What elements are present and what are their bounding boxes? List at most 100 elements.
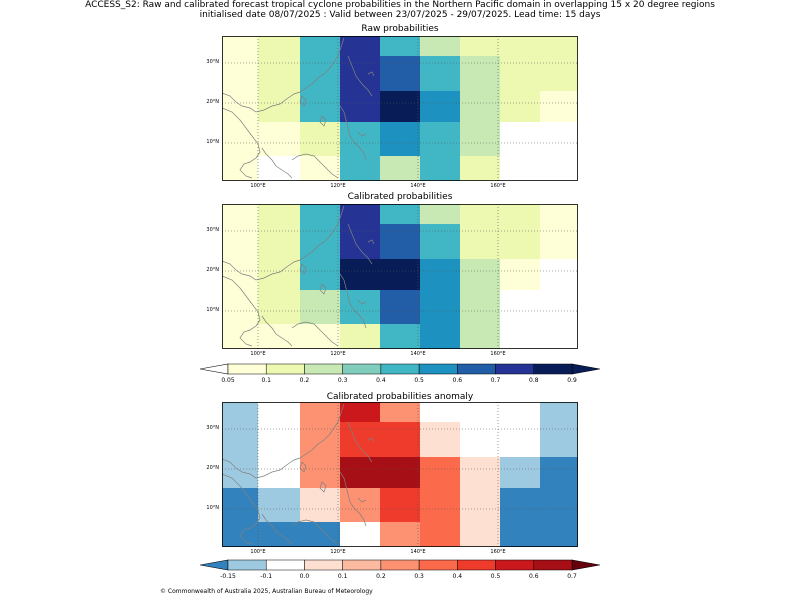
grid-cell: [540, 522, 578, 547]
grid-cell: [540, 224, 578, 259]
grid-cell: [300, 290, 340, 324]
grid-cell: [222, 259, 258, 290]
colorbar-tick-label: 0.4: [453, 573, 463, 580]
lat-tick-label: 10°N: [206, 139, 219, 145]
chart-title: ACCESS_S2: Raw and calibrated forecast t…: [85, 0, 715, 10]
grid-cell: [420, 422, 460, 457]
grid-cell: [300, 522, 340, 547]
lat-tick-label: 20°N: [206, 267, 219, 273]
grid-cell: [420, 290, 460, 324]
grid-cell: [540, 91, 578, 122]
grid-cell: [258, 224, 300, 259]
grid-cell: [380, 402, 420, 422]
grid-cell: [222, 56, 258, 91]
colorbar-swatch: [533, 559, 573, 571]
colorbar-tick-label: 0.3: [414, 573, 424, 580]
grid-cell: [258, 259, 300, 290]
grid-cell: [500, 224, 540, 259]
colorbar-over-extension: [571, 559, 600, 571]
colorbar-swatch: [265, 363, 305, 375]
grid-cell: [500, 204, 540, 224]
lat-tick-label: 10°N: [206, 505, 219, 511]
panel-title-calibrated: Calibrated probabilities: [347, 192, 453, 202]
grid-cell: [500, 156, 540, 181]
grid-cell: [500, 290, 540, 324]
colorbar-swatch: [495, 559, 535, 571]
grid-cell: [540, 259, 578, 290]
colorbar-tick-label: 0.7: [567, 573, 577, 580]
grid-cell: [258, 156, 300, 181]
grid-cell: [258, 402, 300, 422]
grid-cell: [340, 422, 380, 457]
grid-cell: [460, 122, 500, 156]
grid-cell: [380, 259, 420, 290]
probability-colorbar: 0.05 0.1 0.2 0.3 0.4 0.5 0.6 0.7 0.8 0.9: [200, 363, 600, 384]
colorbar-tick-label: 0.5: [491, 573, 501, 580]
grid-cell: [460, 457, 500, 488]
colorbar-swatch: [418, 559, 458, 571]
grid-cell: [380, 488, 420, 522]
grid-cell: [258, 36, 300, 56]
grid-cell: [340, 56, 380, 91]
grid-cell: [540, 36, 578, 56]
grid-cell: [540, 422, 578, 457]
grid-cell: [460, 156, 500, 181]
grid-cell: [500, 36, 540, 56]
grid-cell: [300, 259, 340, 290]
colorbar-over-extension: [571, 363, 600, 375]
grid-cell: [300, 402, 340, 422]
colorbar-swatch: [457, 559, 496, 571]
grid-cell: [222, 122, 258, 156]
grid-cell: [300, 457, 340, 488]
anomaly-colorbar: -0.15 -0.1 0.0 0.1 0.2 0.3 0.4 0.5 0.6 0.7: [200, 559, 600, 580]
grid-cell: [500, 324, 540, 349]
grid-cell: [420, 522, 460, 547]
grid-cell: [420, 36, 460, 56]
map-frame: [222, 402, 578, 547]
lon-tick-label: 100°E: [250, 549, 266, 555]
grid-cell: [460, 259, 500, 290]
lat-tick-label: 20°N: [206, 99, 219, 105]
grid-cell: [300, 91, 340, 122]
grid-cell: [300, 324, 340, 349]
colorbar-tick-label: 0.1: [338, 573, 348, 580]
grid-cell: [420, 457, 460, 488]
grid-cell: [380, 290, 420, 324]
colorbar-tick-label: 0.5: [414, 377, 424, 384]
grid-cell: [258, 290, 300, 324]
grid-cell: [340, 156, 380, 181]
colorbar-tick-label: 0.2: [300, 377, 310, 384]
grid-cell: [300, 224, 340, 259]
grid-cell: [258, 91, 300, 122]
colorbar-swatch: [380, 363, 420, 375]
grid-cell: [222, 402, 258, 422]
grid-cell: [258, 457, 300, 488]
grid-cell: [340, 36, 380, 56]
colorbar-swatch: [304, 559, 343, 571]
grid-cell: [460, 402, 500, 422]
grid-cell: [460, 488, 500, 522]
colorbar-swatch: [227, 363, 267, 375]
grid-cell: [460, 56, 500, 91]
grid-cell: [380, 324, 420, 349]
grid-cell: [540, 457, 578, 488]
grid-cell: [222, 204, 258, 224]
grid-cell: [540, 402, 578, 422]
colorbar-swatch: [304, 363, 343, 375]
grid-cell: [340, 259, 380, 290]
grid-cell: [460, 522, 500, 547]
grid-cell: [258, 204, 300, 224]
grid-cell: [420, 156, 460, 181]
grid-cell: [460, 36, 500, 56]
lon-tick-label: 140°E: [410, 183, 426, 189]
grid-cell: [380, 36, 420, 56]
grid-cell: [420, 91, 460, 122]
colorbar-tick-label: 0.4: [376, 377, 386, 384]
grid-cell: [222, 457, 258, 488]
grid-cell: [500, 422, 540, 457]
lon-tick-label: 100°E: [250, 183, 266, 189]
grid-cell: [300, 422, 340, 457]
grid-cell: [460, 422, 500, 457]
colorbar-tick-label: -0.1: [260, 573, 272, 580]
map-frame: [222, 204, 578, 349]
